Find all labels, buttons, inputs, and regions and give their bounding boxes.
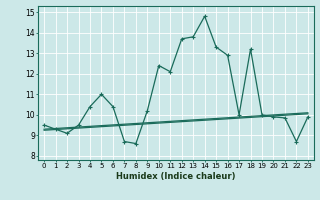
X-axis label: Humidex (Indice chaleur): Humidex (Indice chaleur) (116, 172, 236, 181)
